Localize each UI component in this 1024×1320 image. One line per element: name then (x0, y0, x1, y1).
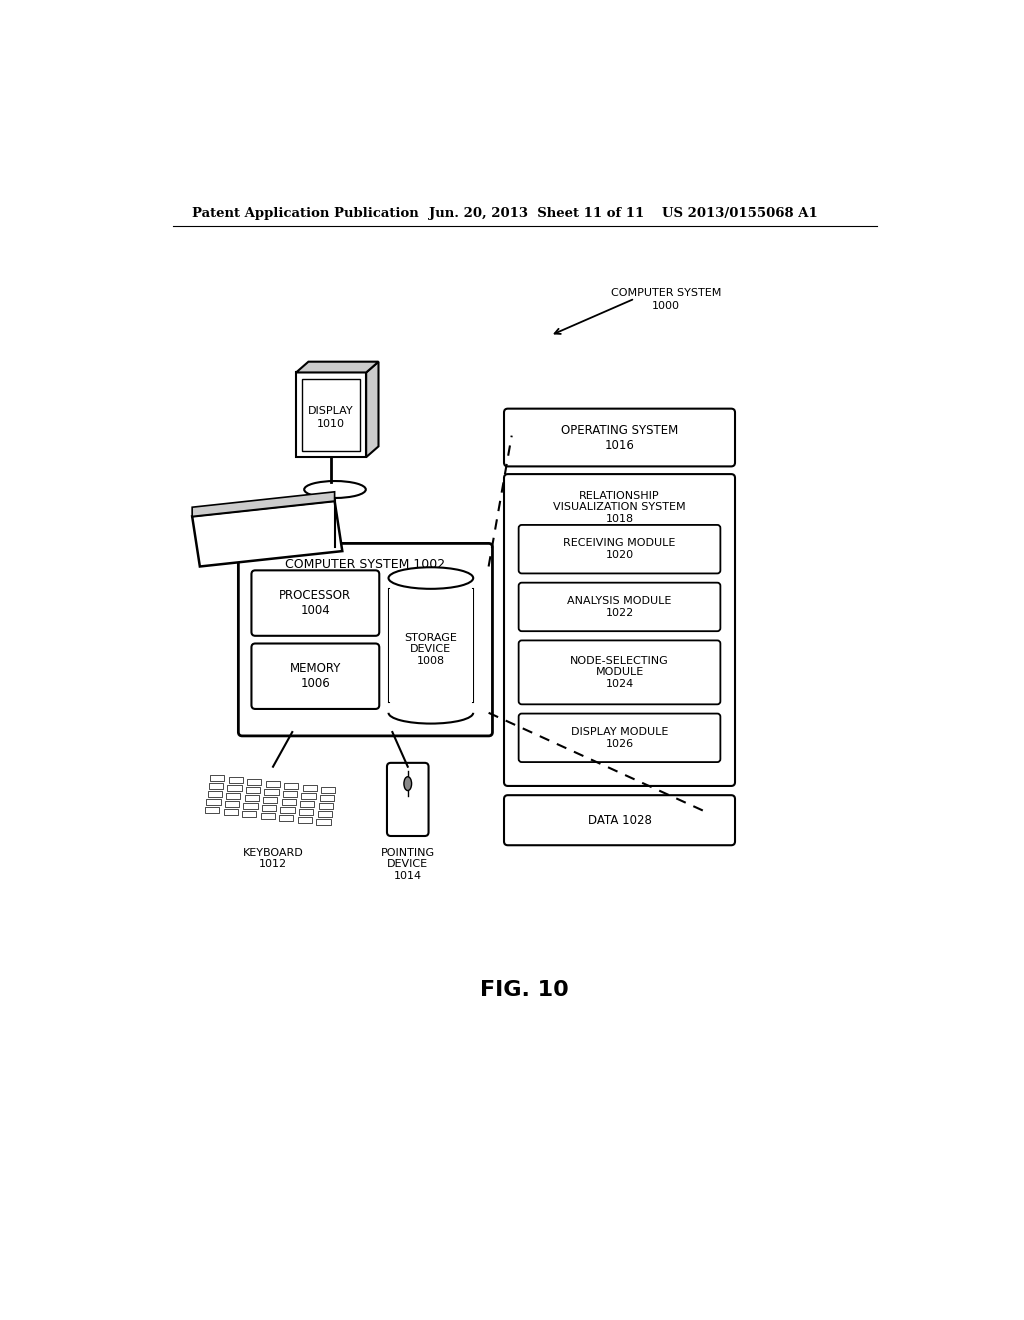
Polygon shape (223, 809, 238, 814)
Text: Jun. 20, 2013  Sheet 11 of 11: Jun. 20, 2013 Sheet 11 of 11 (429, 207, 644, 220)
Ellipse shape (388, 568, 473, 589)
Polygon shape (262, 805, 276, 810)
Polygon shape (205, 808, 219, 813)
FancyBboxPatch shape (518, 525, 720, 573)
Polygon shape (300, 801, 314, 807)
Polygon shape (301, 793, 315, 799)
Text: ANALYSIS MODULE
1022: ANALYSIS MODULE 1022 (567, 597, 672, 618)
Text: US 2013/0155068 A1: US 2013/0155068 A1 (662, 207, 817, 220)
Polygon shape (283, 792, 297, 797)
FancyBboxPatch shape (504, 409, 735, 466)
Text: RECEIVING MODULE
1020: RECEIVING MODULE 1020 (563, 539, 676, 560)
Bar (388, 589, 473, 702)
Polygon shape (263, 797, 278, 803)
Polygon shape (298, 817, 312, 822)
Polygon shape (285, 784, 298, 789)
Polygon shape (243, 812, 256, 817)
Polygon shape (228, 777, 243, 783)
Polygon shape (208, 792, 222, 797)
Polygon shape (210, 775, 224, 781)
FancyBboxPatch shape (252, 644, 379, 709)
Polygon shape (316, 820, 331, 825)
Polygon shape (193, 492, 335, 516)
Polygon shape (193, 502, 342, 566)
Text: DISPLAY: DISPLAY (308, 407, 354, 416)
Polygon shape (209, 784, 223, 789)
FancyBboxPatch shape (518, 714, 720, 762)
Polygon shape (261, 813, 275, 818)
Text: 1000: 1000 (651, 301, 680, 312)
Text: NODE-SELECTING
MODULE
1024: NODE-SELECTING MODULE 1024 (570, 656, 669, 689)
Polygon shape (299, 809, 313, 814)
Polygon shape (245, 796, 259, 801)
Polygon shape (367, 362, 379, 457)
Polygon shape (280, 816, 294, 821)
Polygon shape (264, 789, 279, 795)
Polygon shape (296, 372, 367, 457)
FancyBboxPatch shape (504, 795, 735, 845)
Text: COMPUTER SYSTEM: COMPUTER SYSTEM (610, 288, 721, 298)
Text: COMPUTER SYSTEM 1002: COMPUTER SYSTEM 1002 (286, 557, 445, 570)
Text: STORAGE
DEVICE
1008: STORAGE DEVICE 1008 (404, 632, 458, 665)
Polygon shape (302, 379, 360, 451)
Polygon shape (246, 788, 260, 793)
FancyBboxPatch shape (239, 544, 493, 737)
Text: OPERATING SYSTEM
1016: OPERATING SYSTEM 1016 (561, 424, 678, 451)
Text: POINTING
DEVICE
1014: POINTING DEVICE 1014 (381, 847, 435, 880)
Polygon shape (296, 362, 379, 372)
Text: PROCESSOR
1004: PROCESSOR 1004 (280, 589, 351, 616)
Ellipse shape (403, 776, 412, 791)
Text: MEMORY
1006: MEMORY 1006 (290, 663, 341, 690)
Text: DATA 1028: DATA 1028 (588, 813, 651, 826)
Text: KEYBOARD
1012: KEYBOARD 1012 (243, 847, 303, 869)
Polygon shape (207, 800, 220, 805)
Text: 1010: 1010 (317, 418, 345, 429)
FancyBboxPatch shape (518, 582, 720, 631)
Polygon shape (244, 804, 258, 809)
Polygon shape (303, 785, 317, 791)
Polygon shape (282, 800, 296, 805)
FancyBboxPatch shape (387, 763, 429, 836)
Polygon shape (322, 788, 336, 793)
Ellipse shape (304, 480, 366, 498)
Text: RELATIONSHIP
VISUALIZATION SYSTEM
1018: RELATIONSHIP VISUALIZATION SYSTEM 1018 (553, 491, 686, 524)
Polygon shape (318, 804, 333, 809)
FancyBboxPatch shape (252, 570, 379, 636)
FancyBboxPatch shape (518, 640, 720, 705)
Polygon shape (317, 812, 332, 817)
Polygon shape (247, 779, 261, 785)
Polygon shape (319, 796, 334, 801)
Polygon shape (227, 785, 242, 791)
FancyBboxPatch shape (504, 474, 735, 785)
Polygon shape (281, 808, 295, 813)
Text: Patent Application Publication: Patent Application Publication (193, 207, 419, 220)
Polygon shape (265, 781, 280, 787)
Polygon shape (226, 793, 241, 799)
Text: FIG. 10: FIG. 10 (480, 979, 569, 1001)
Polygon shape (225, 801, 240, 807)
Text: DISPLAY MODULE
1026: DISPLAY MODULE 1026 (570, 727, 669, 748)
